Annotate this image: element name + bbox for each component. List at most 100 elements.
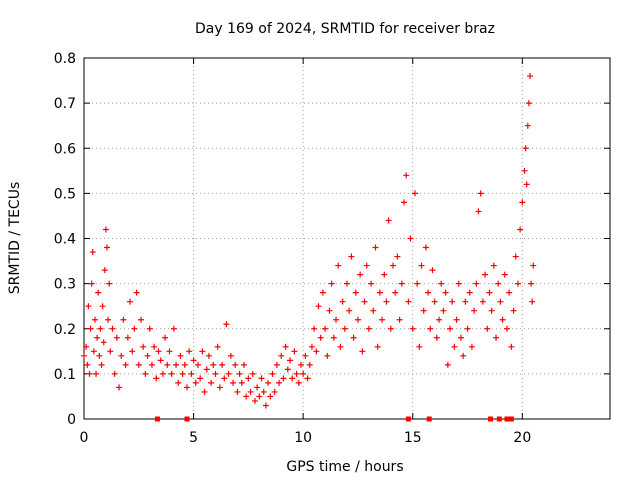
data-point	[438, 280, 445, 287]
data-point	[405, 298, 412, 305]
data-point	[484, 325, 491, 332]
data-point	[350, 334, 357, 341]
data-point	[433, 334, 440, 341]
data-point	[429, 267, 436, 274]
data-point	[291, 348, 298, 355]
data-point	[208, 379, 215, 386]
data-point	[157, 357, 164, 364]
data-point	[337, 343, 344, 350]
gap-marker	[405, 416, 411, 422]
data-point	[495, 280, 502, 287]
data-point	[328, 280, 335, 287]
y-tick-label: 0.2	[54, 322, 76, 338]
data-point	[144, 352, 151, 359]
data-point	[407, 235, 414, 242]
y-tick-label: 0.7	[54, 96, 76, 112]
y-tick-label: 0.4	[54, 232, 76, 248]
data-point	[90, 348, 97, 355]
data-point	[346, 307, 353, 314]
data-point	[330, 334, 337, 341]
data-point	[315, 303, 322, 310]
data-point	[302, 352, 309, 359]
data-point	[186, 348, 193, 355]
data-point	[87, 325, 94, 332]
data-point	[348, 253, 355, 260]
data-point	[104, 244, 111, 251]
data-point	[313, 348, 320, 355]
data-point	[271, 388, 278, 395]
data-point	[308, 343, 315, 350]
gap-marker	[488, 416, 494, 422]
data-point	[457, 334, 464, 341]
data-point	[247, 388, 254, 395]
data-point	[243, 393, 250, 400]
data-point	[414, 280, 421, 287]
data-point	[376, 289, 383, 296]
data-point	[319, 289, 326, 296]
x-tick-label: 20	[513, 430, 531, 446]
data-point	[529, 298, 536, 305]
data-point	[177, 352, 184, 359]
data-point	[88, 280, 95, 287]
data-point	[527, 73, 534, 80]
data-point	[530, 262, 537, 269]
data-point	[284, 366, 291, 373]
data-point	[311, 325, 318, 332]
data-point	[232, 361, 239, 368]
data-point	[251, 397, 258, 404]
data-point	[216, 384, 223, 391]
data-point	[490, 262, 497, 269]
data-point	[440, 307, 447, 314]
data-point	[236, 370, 243, 377]
data-point	[190, 357, 197, 364]
data-point	[227, 352, 234, 359]
data-point	[254, 384, 261, 391]
data-point	[111, 370, 118, 377]
data-point	[221, 375, 228, 382]
y-tick-label: 0.1	[54, 367, 76, 383]
data-point	[225, 370, 232, 377]
data-point	[273, 361, 280, 368]
data-point	[326, 307, 333, 314]
data-point	[528, 280, 535, 287]
data-point	[205, 352, 212, 359]
data-point	[122, 361, 129, 368]
data-point	[153, 375, 160, 382]
data-point	[394, 253, 401, 260]
data-point	[317, 334, 324, 341]
data-point	[449, 298, 456, 305]
data-point	[142, 370, 149, 377]
data-point	[96, 352, 103, 359]
data-point	[124, 334, 131, 341]
data-point	[455, 280, 462, 287]
data-point	[267, 393, 274, 400]
data-point	[162, 334, 169, 341]
data-point	[101, 267, 108, 274]
gap-markers	[154, 416, 514, 422]
data-point	[85, 303, 92, 310]
gap-marker	[184, 416, 190, 422]
data-point	[403, 172, 410, 179]
data-point	[522, 145, 529, 152]
data-point	[262, 402, 269, 409]
data-point	[304, 375, 311, 382]
data-point	[148, 361, 155, 368]
data-point	[210, 361, 217, 368]
data-point	[95, 289, 102, 296]
data-point	[431, 298, 438, 305]
data-point	[155, 348, 162, 355]
x-tick-label: 5	[189, 430, 198, 446]
data-point	[335, 262, 342, 269]
data-point	[240, 361, 247, 368]
x-tick-label: 10	[294, 430, 312, 446]
data-point	[118, 352, 125, 359]
data-point	[411, 190, 418, 197]
data-point	[493, 334, 500, 341]
data-point	[418, 262, 425, 269]
data-point	[352, 289, 359, 296]
data-point	[488, 307, 495, 314]
data-point	[442, 289, 449, 296]
data-point	[223, 321, 230, 328]
data-point	[113, 334, 120, 341]
